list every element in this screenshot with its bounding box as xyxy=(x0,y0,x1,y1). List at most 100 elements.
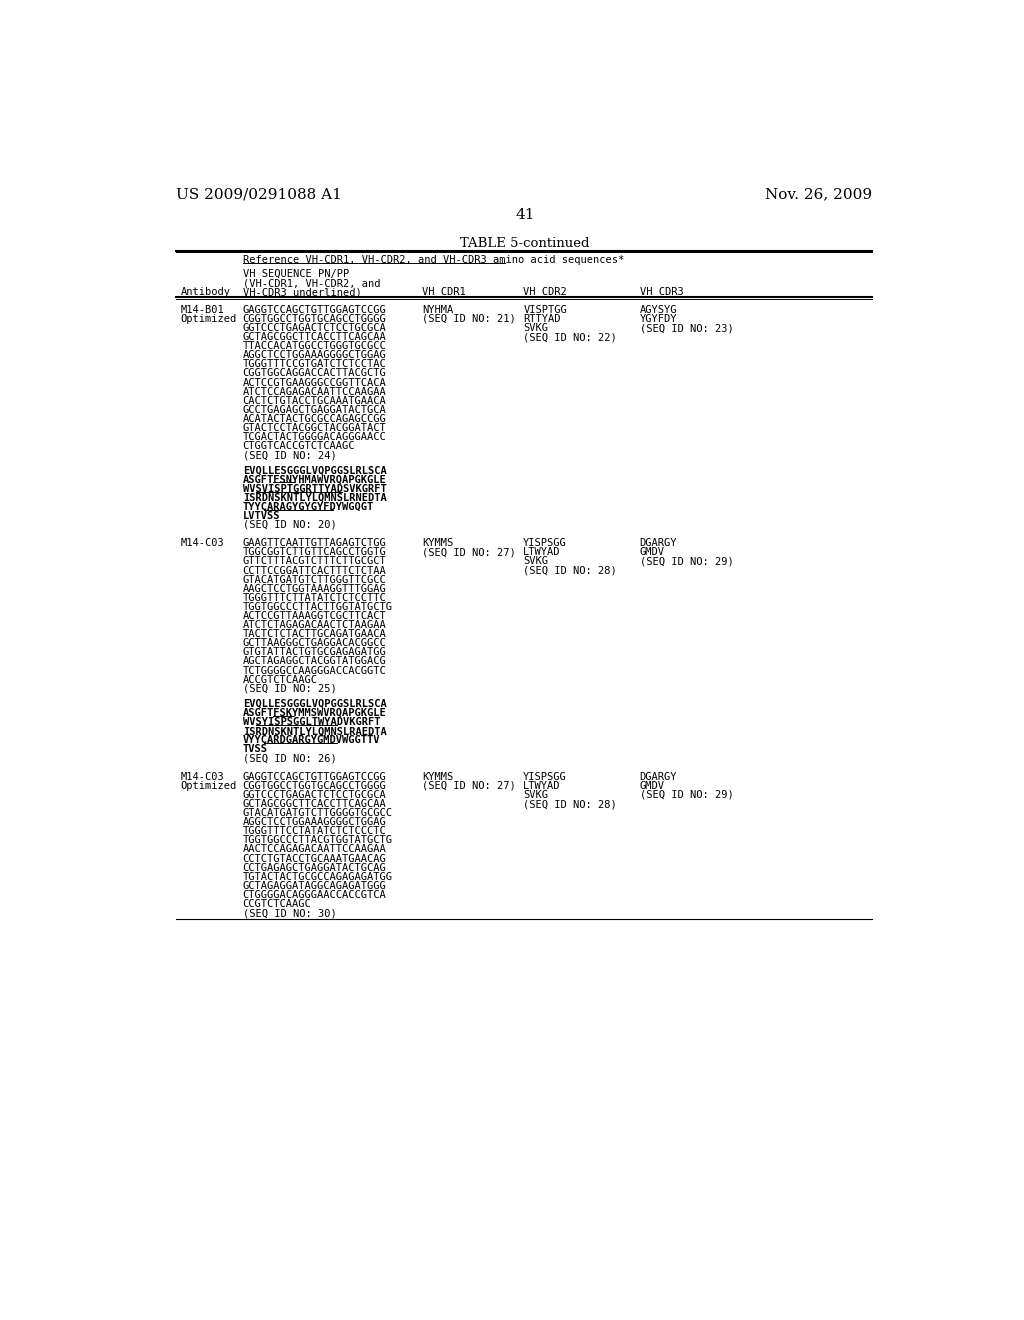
Text: GAGGTCCAGCTGTTGGAGTCCGG: GAGGTCCAGCTGTTGGAGTCCGG xyxy=(243,772,386,781)
Text: KYMMS: KYMMS xyxy=(423,772,454,781)
Text: LTWYAD: LTWYAD xyxy=(523,781,561,791)
Text: CCTTCCGGATTCACTTTCTCTAA: CCTTCCGGATTCACTTTCTCTAA xyxy=(243,565,386,576)
Text: Nov. 26, 2009: Nov. 26, 2009 xyxy=(765,187,872,202)
Text: US 2009/0291088 A1: US 2009/0291088 A1 xyxy=(176,187,342,202)
Text: GCTTAAGGGCTGAGGACACGGCC: GCTTAAGGGCTGAGGACACGGCC xyxy=(243,639,386,648)
Text: Optimized: Optimized xyxy=(180,781,237,791)
Text: CCGTCTCAAGC: CCGTCTCAAGC xyxy=(243,899,311,909)
Text: M14-C03: M14-C03 xyxy=(180,772,224,781)
Text: (SEQ ID NO: 30): (SEQ ID NO: 30) xyxy=(243,908,337,919)
Text: WVSVISPTGGRTTYADSVKGRFT: WVSVISPTGGRTTYADSVKGRFT xyxy=(243,483,386,494)
Text: TGGCGGTCTTGTTCAGCCTGGTG: TGGCGGTCTTGTTCAGCCTGGTG xyxy=(243,548,386,557)
Text: CGGTGGCCTGGTGCAGCCTGGGG: CGGTGGCCTGGTGCAGCCTGGGG xyxy=(243,314,386,323)
Text: TVSS: TVSS xyxy=(243,744,267,754)
Text: TABLE 5-continued: TABLE 5-continued xyxy=(460,238,590,249)
Text: AAGCTCCTGGTAAAGGTTTGGAG: AAGCTCCTGGTAAAGGTTTGGAG xyxy=(243,583,386,594)
Text: AACTCCAGAGACAATTCCAAGAA: AACTCCAGAGACAATTCCAAGAA xyxy=(243,845,386,854)
Text: (SEQ ID NO: 24): (SEQ ID NO: 24) xyxy=(243,450,337,461)
Text: (SEQ ID NO: 26): (SEQ ID NO: 26) xyxy=(243,754,337,763)
Text: CCTCTGTACCTGCAAATGAACAG: CCTCTGTACCTGCAAATGAACAG xyxy=(243,854,386,863)
Text: DGARGY: DGARGY xyxy=(640,772,677,781)
Text: (SEQ ID NO: 28): (SEQ ID NO: 28) xyxy=(523,565,617,576)
Text: ASGFTFSKYMMSWVRQAPGKGLE: ASGFTFSKYMMSWVRQAPGKGLE xyxy=(243,708,386,718)
Text: TGGTGGCCCTTACTTGGTATGCTG: TGGTGGCCCTTACTTGGTATGCTG xyxy=(243,602,392,612)
Text: ACATACTACTGCGCCAGAGCCGG: ACATACTACTGCGCCAGAGCCGG xyxy=(243,414,386,424)
Text: M14-B01: M14-B01 xyxy=(180,305,224,315)
Text: SVKG: SVKG xyxy=(523,789,548,800)
Text: GCCTGAGAGCTGAGGATACTGCA: GCCTGAGAGCTGAGGATACTGCA xyxy=(243,405,386,414)
Text: TCTGGGGCCAAGGGACCACGGTC: TCTGGGGCCAAGGGACCACGGTC xyxy=(243,665,386,676)
Text: GTACTCCTACGGCTACGGATACT: GTACTCCTACGGCTACGGATACT xyxy=(243,422,386,433)
Text: GCTAGAGGATAGGCAGAGATGGG: GCTAGAGGATAGGCAGAGATGGG xyxy=(243,880,386,891)
Text: VH CDR1: VH CDR1 xyxy=(423,288,466,297)
Text: GMDV: GMDV xyxy=(640,781,665,791)
Text: (SEQ ID NO: 27): (SEQ ID NO: 27) xyxy=(423,781,516,791)
Text: (SEQ ID NO: 21): (SEQ ID NO: 21) xyxy=(423,314,516,323)
Text: RTTYAD: RTTYAD xyxy=(523,314,561,323)
Text: ACCGTCTCAAGC: ACCGTCTCAAGC xyxy=(243,675,317,685)
Text: SVKG: SVKG xyxy=(523,323,548,333)
Text: GCTAGCGGCTTCACCTTCAGCAA: GCTAGCGGCTTCACCTTCAGCAA xyxy=(243,333,386,342)
Text: GTGTATTACTGTGCGAGAGATGG: GTGTATTACTGTGCGAGAGATGG xyxy=(243,647,386,657)
Text: GCTAGCGGCTTCACCTTCAGCAA: GCTAGCGGCTTCACCTTCAGCAA xyxy=(243,799,386,809)
Text: CTGGTCACCGTCTCAAGC: CTGGTCACCGTCTCAAGC xyxy=(243,441,355,451)
Text: Reference VH-CDR1, VH-CDR2, and VH-CDR3 amino acid sequences*: Reference VH-CDR1, VH-CDR2, and VH-CDR3 … xyxy=(243,256,624,265)
Text: AGYSYG: AGYSYG xyxy=(640,305,677,315)
Text: TGGGTTTCCGTGATCTCTCCTAC: TGGGTTTCCGTGATCTCTCCTAC xyxy=(243,359,386,370)
Text: VH SEQUENCE PN/PP: VH SEQUENCE PN/PP xyxy=(243,269,349,279)
Text: KYMMS: KYMMS xyxy=(423,539,454,548)
Text: CTGGGGACAGGGAACCACCGTCA: CTGGGGACAGGGAACCACCGTCA xyxy=(243,890,386,900)
Text: GTTCTTTACGTCTTTCTTGCGCT: GTTCTTTACGTCTTTCTTGCGCT xyxy=(243,557,386,566)
Text: (SEQ ID NO: 29): (SEQ ID NO: 29) xyxy=(640,789,733,800)
Text: AGCTAGAGGCTACGGTATGGACG: AGCTAGAGGCTACGGTATGGACG xyxy=(243,656,386,667)
Text: LVTVSS: LVTVSS xyxy=(243,511,281,521)
Text: TGGGTTTCTTATATCTCTCCTTC: TGGGTTTCTTATATCTCTCCTTC xyxy=(243,593,386,603)
Text: (SEQ ID NO: 25): (SEQ ID NO: 25) xyxy=(243,684,337,694)
Text: WVSYISPSGGLTWYADVKGRFT: WVSYISPSGGLTWYADVKGRFT xyxy=(243,717,380,727)
Text: ASGFTFSNYHMAWVRQAPGKGLE: ASGFTFSNYHMAWVRQAPGKGLE xyxy=(243,475,386,484)
Text: (SEQ ID NO: 28): (SEQ ID NO: 28) xyxy=(523,799,617,809)
Text: YISPSGG: YISPSGG xyxy=(523,539,567,548)
Text: SVKG: SVKG xyxy=(523,557,548,566)
Text: (SEQ ID NO: 29): (SEQ ID NO: 29) xyxy=(640,557,733,566)
Text: TGGTGGCCCTTACGTGGTATGCTG: TGGTGGCCCTTACGTGGTATGCTG xyxy=(243,836,392,845)
Text: EVQLLESGGGLVQPGGSLRLSCA: EVQLLESGGGLVQPGGSLRLSCA xyxy=(243,466,386,475)
Text: VISPTGG: VISPTGG xyxy=(523,305,567,315)
Text: TGGGTTTCCTATATCTCTCCCTC: TGGGTTTCCTATATCTCTCCCTC xyxy=(243,826,386,837)
Text: GTACATGATGTCTTGGGTTCGCC: GTACATGATGTCTTGGGTTCGCC xyxy=(243,574,386,585)
Text: VH CDR3: VH CDR3 xyxy=(640,288,683,297)
Text: CCTGAGAGCTGAGGATACTGCAG: CCTGAGAGCTGAGGATACTGCAG xyxy=(243,863,386,873)
Text: CGGTGGCAGGACCACTTACGCTG: CGGTGGCAGGACCACTTACGCTG xyxy=(243,368,386,379)
Text: ATCTCCAGAGACAATTCCAAGAA: ATCTCCAGAGACAATTCCAAGAA xyxy=(243,387,386,396)
Text: (SEQ ID NO: 22): (SEQ ID NO: 22) xyxy=(523,333,617,342)
Text: TACTCTCTACTTGCAGATGAACA: TACTCTCTACTTGCAGATGAACA xyxy=(243,630,386,639)
Text: NYHMA: NYHMA xyxy=(423,305,454,315)
Text: M14-C03: M14-C03 xyxy=(180,539,224,548)
Text: (SEQ ID NO: 23): (SEQ ID NO: 23) xyxy=(640,323,733,333)
Text: (SEQ ID NO: 20): (SEQ ID NO: 20) xyxy=(243,520,337,531)
Text: VH CDR2: VH CDR2 xyxy=(523,288,567,297)
Text: ATCTCTAGAGACAACTCTAAGAA: ATCTCTAGAGACAACTCTAAGAA xyxy=(243,620,386,630)
Text: ACTCCGTGAAGGGCCGGTTCACA: ACTCCGTGAAGGGCCGGTTCACA xyxy=(243,378,386,388)
Text: AGGCTCCTGGAAAGGGGCTGGAG: AGGCTCCTGGAAAGGGGCTGGAG xyxy=(243,350,386,360)
Text: CGGTGGCCTGGTGCAGCCTGGGG: CGGTGGCCTGGTGCAGCCTGGGG xyxy=(243,781,386,791)
Text: YGYFDY: YGYFDY xyxy=(640,314,677,323)
Text: GMDV: GMDV xyxy=(640,548,665,557)
Text: 41: 41 xyxy=(515,209,535,223)
Text: DGARGY: DGARGY xyxy=(640,539,677,548)
Text: AGGCTCCTGGAAAGGGGCTGGAG: AGGCTCCTGGAAAGGGGCTGGAG xyxy=(243,817,386,828)
Text: ISRDNSKNTLYLQMNSLRNEDTA: ISRDNSKNTLYLQMNSLRNEDTA xyxy=(243,492,386,503)
Text: LTWYAD: LTWYAD xyxy=(523,548,561,557)
Text: (VH-CDR1, VH-CDR2, and: (VH-CDR1, VH-CDR2, and xyxy=(243,279,380,288)
Text: YISPSGG: YISPSGG xyxy=(523,772,567,781)
Text: EVQLLESGGGLVQPGGSLRLSCA: EVQLLESGGGLVQPGGSLRLSCA xyxy=(243,700,386,709)
Text: VYYCARDGARGYGMDVWGGTTV: VYYCARDGARGYGMDVWGGTTV xyxy=(243,735,380,746)
Text: TYYCARAGYGYGYFDYWGQGT: TYYCARAGYGYGYFDYWGQGT xyxy=(243,502,374,512)
Text: TGTACTACTGCGCCAGAGAGATGG: TGTACTACTGCGCCAGAGAGATGG xyxy=(243,871,392,882)
Text: (SEQ ID NO: 27): (SEQ ID NO: 27) xyxy=(423,548,516,557)
Text: GGTCCCTGAGACTCTCCTGCGCA: GGTCCCTGAGACTCTCCTGCGCA xyxy=(243,323,386,333)
Text: TCGACTACTGGGGACAGGGAACC: TCGACTACTGGGGACAGGGAACC xyxy=(243,432,386,442)
Text: TTACCACATGGCCTGGGTGCGCC: TTACCACATGGCCTGGGTGCGCC xyxy=(243,341,386,351)
Text: Antibody: Antibody xyxy=(180,288,230,297)
Text: GGTCCCTGAGACTCTCCTGCGCA: GGTCCCTGAGACTCTCCTGCGCA xyxy=(243,789,386,800)
